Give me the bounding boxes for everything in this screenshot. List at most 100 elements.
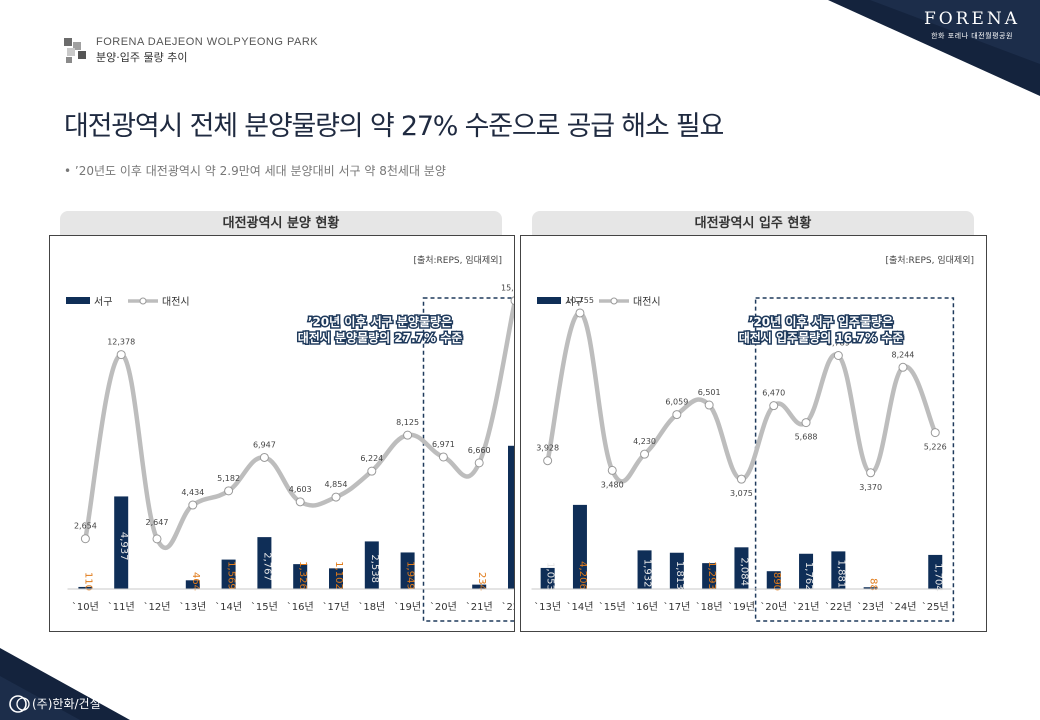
page-headline: 대전광역시 전체 분양물량의 약 27% 수준으로 공급 해소 필요 [64,111,724,142]
bar-label-`16년: 1,326 [297,561,308,590]
summary-bullet: • ’20년도 이후 대전광역시 약 2.9만여 세대 분양대비 서구 약 8천… [64,164,446,178]
x-tick-`24년: `24년 [889,601,916,613]
bar-`17년 [329,568,343,589]
bar-`19년 [400,552,415,589]
bar-`13년 [185,580,200,589]
bar-label-`19년: 2,084 [738,557,749,586]
bar-label-`15년: 2,767 [261,552,272,581]
line-label-`18년: 6,224 [360,454,383,463]
bar-`10년 [78,586,93,589]
annotation-line: 대전시 입주물량의 16.7% 수준 [739,330,904,345]
bar-label-`13년: 464 [190,572,201,591]
line-label-`17년: 6,059 [665,398,688,407]
x-tick-`19년: `19년 [394,601,421,613]
bar-label-`14년: 4,206 [577,561,588,590]
x-tick-`23년: `23년 [857,601,884,613]
x-tick-`10년: `10년 [72,601,99,613]
line-point-`15년 [607,465,617,475]
line-point-`21년 [801,418,811,428]
bar-`23년 [863,587,878,589]
annotation-line: ’20년 이후 서구 분양물량은 [308,314,452,329]
line-point-`16년 [640,449,650,459]
line-label-`21년: 6,660 [468,446,491,455]
x-tick-`11년: `11년 [108,601,135,613]
line-label-`19년: 8,125 [396,418,419,427]
section-title: 분양·입주 물량 추이 [96,51,188,64]
x-tick-`18년: `18년 [696,601,723,613]
footer-company: (주)한화/건설 [32,697,101,711]
annotation-line: 대전시 분양물량의 27.7% 수준 [298,330,463,345]
legend-bar-swatch [66,297,90,304]
bar-`14년 [221,559,236,589]
bar-`25년 [928,554,943,589]
legend-line-marker [610,297,618,305]
brand-tagline: 한화 포레나 대전월평공원 [931,32,1013,40]
chart-tab-sales: 대전광역시 분양 현황 [60,211,502,235]
line-label-`18년: 6,501 [698,388,721,397]
line-point-`19년 [736,474,746,484]
highlight-range-box [422,297,536,622]
bar-`21년 [472,584,487,589]
line-point-`23년 [866,468,876,478]
bar-`21년 [799,553,814,589]
line-label-`24년: 8,244 [891,350,914,359]
line-label-`22년: 8,789 [827,338,850,347]
x-tick-`25년: `25년 [922,601,949,613]
bar-label-`22년: 7,638 [512,507,514,536]
bar-label-`14년: 1,569 [226,561,237,590]
x-tick-`17년: `17년 [323,601,350,613]
bar-label-`25년: 1,704 [932,563,943,592]
legend-line-label: 대전시 [162,296,190,308]
source-note: [출처:REPS, 임대제외] [413,254,502,266]
line-point-`17년 [672,410,682,420]
movein-chart: [출처:REPS, 임대제외] 서구 대전시 3,928 10,755 3,480 4,23… [531,254,974,622]
bar-label-`21년: 1,762 [803,562,814,591]
annotation-line: ’20년 이후 서구 입주물량은 [749,314,893,329]
line-label-`23년: 3,370 [859,483,882,492]
line-point-`16년 [295,497,305,507]
x-tick-`16년: `16년 [631,601,658,613]
line-point-`15년 [259,452,269,462]
bar-`13년 [540,567,555,589]
line-label-`12년: 2,647 [146,518,169,527]
chart-panel-moveins: [출처:REPS, 임대제외] 서구 대전시 3,928 10,755 3,480 4,23… [520,235,987,632]
x-tick-`18년: `18년 [358,601,385,613]
highlight-range-box [754,297,955,622]
legend-bar-label: 서구 [94,296,112,308]
line-point-`18년 [704,400,714,410]
project-logo-icon [64,38,86,63]
line-point-`17년 [331,492,341,502]
x-tick-`14년: `14년 [566,601,593,613]
line-point-`20년 [769,401,779,411]
line-label-`19년: 3,075 [730,489,753,498]
x-tick-`21년: `21년 [793,601,820,613]
line-label-`13년: 4,434 [181,488,204,497]
x-tick-`21년: `21년 [466,601,493,613]
bar-label-`19년: 1,949 [405,561,416,590]
bar-label-`16년: 1,932 [642,559,653,588]
bar-`18년 [364,541,379,589]
bar-label-`13년: 1,053 [545,562,556,591]
line-label-`22년: 15,224 [501,284,514,293]
bar-`16년 [293,564,308,589]
line-label-`14년: 5,182 [217,474,240,483]
x-tick-`15년: `15년 [251,601,278,613]
bar-label-`21년: 234 [476,572,487,591]
sales-chart: [출처:REPS, 임대제외] 서구 대전시 2,654 12,378 2,647 4,43… [66,254,536,622]
line-point-`11년 [116,350,126,360]
line-label-`14년: 10,755 [566,296,594,305]
bar-label-`17년: 1,102 [333,561,344,590]
legend-bar-swatch [537,297,561,304]
legend-line-label: 대전시 [633,296,661,308]
line-point-`21년 [474,458,484,468]
source-note: [출처:REPS, 임대제외] [885,254,974,266]
line-point-`24년 [898,362,908,372]
x-tick-`20년: `20년 [760,601,787,613]
bar-`14년 [572,504,587,589]
bar-`11년 [114,496,129,589]
line-series-대전시 [83,298,518,550]
bar-`20년 [766,571,781,589]
line-label-`10년: 2,654 [74,522,97,531]
x-tick-`22년: `22년 [825,601,852,613]
legend-bar-label: 서구 [565,296,583,308]
